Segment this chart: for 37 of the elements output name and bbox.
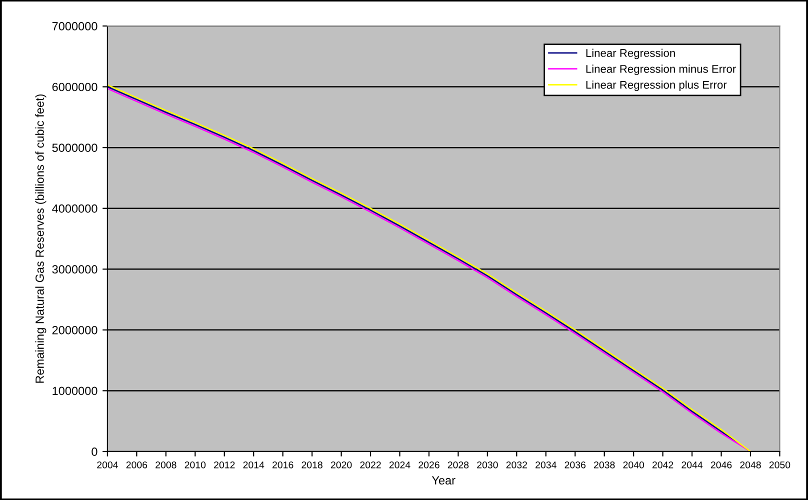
x-tick-label: 2008: [156, 461, 176, 468]
x-tick-label: 2006: [126, 461, 148, 468]
y-tick-label: 0: [92, 448, 98, 456]
x-tick-label: 2042: [652, 461, 674, 468]
x-tick-label: 2014: [243, 461, 264, 468]
y-axis-title: Remaining Natural Gas Reserves (billions of cubic feet): [35, 94, 46, 383]
y-tick-label: 4000000: [52, 204, 98, 213]
x-tick-label: 2022: [360, 461, 381, 468]
legend-label: Linear Regression plus Error: [586, 80, 727, 91]
x-tick-label: 2046: [710, 461, 732, 468]
x-tick-label: 2024: [389, 461, 410, 468]
y-tick-label: 1000000: [52, 386, 98, 396]
legend-label: Linear Regression: [586, 48, 675, 60]
y-tick-label: 7000000: [52, 22, 98, 30]
x-tick-label: 2032: [506, 461, 527, 468]
x-axis-title: Year: [432, 476, 456, 485]
legend-label: Linear Regression minus Error: [586, 64, 736, 76]
x-tick-label: 2036: [564, 461, 586, 468]
x-tick-label: 2018: [302, 461, 322, 468]
x-tick-label: 2020: [330, 461, 352, 468]
x-tick-label: 2010: [184, 461, 206, 468]
y-tick-label: 6000000: [52, 82, 98, 92]
y-tick-label: 3000000: [52, 265, 98, 274]
x-tick-label: 2030: [477, 461, 498, 468]
x-tick-label: 2048: [740, 461, 761, 468]
x-tick-label: 2040: [623, 461, 644, 468]
x-tick-label: 2044: [682, 461, 703, 468]
x-tick-label: 2038: [594, 461, 615, 468]
y-tick-label: 2000000: [52, 326, 98, 334]
x-tick-label: 2012: [214, 461, 235, 468]
x-tick-label: 2050: [769, 461, 790, 468]
x-tick-label: 2016: [272, 461, 294, 468]
x-tick-label: 2028: [448, 461, 469, 468]
y-tick-label: 5000000: [52, 144, 98, 152]
x-tick-label: 2034: [536, 461, 556, 468]
x-tick-label: 2004: [97, 461, 118, 468]
x-tick-label: 2026: [418, 461, 440, 468]
